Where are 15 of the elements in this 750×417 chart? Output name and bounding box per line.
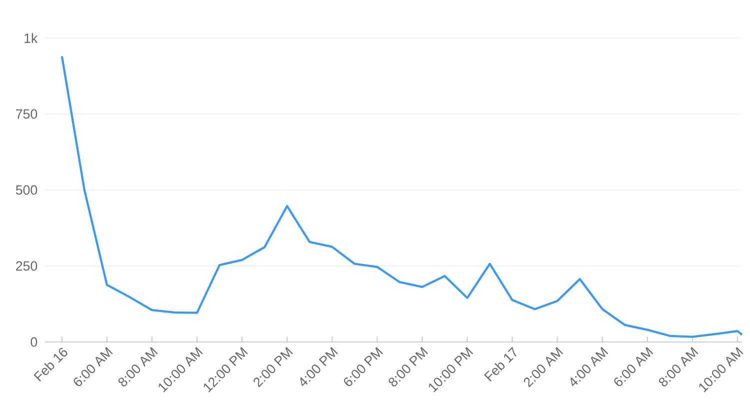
y-tick-label: 250	[16, 261, 38, 271]
y-tick-label: 750	[16, 109, 38, 119]
x-tick-label: 8:00 AM	[118, 347, 158, 386]
x-tick-label: 6:00 AM	[74, 347, 113, 386]
x-tick-label: 8:00 AM	[658, 347, 698, 386]
x-tick-label: 4:00 AM	[570, 347, 608, 386]
y-tick-label: 1k	[24, 33, 38, 43]
y-tick-label: 0	[30, 337, 38, 347]
x-tick-label: 4:00 PM	[300, 347, 338, 386]
x-tick-label: 8:00 PM	[388, 347, 428, 386]
x-tick-label: Feb 16	[34, 348, 68, 382]
x-tick-label: 6:00 AM	[614, 347, 654, 386]
y-tick-label: 500	[16, 185, 38, 195]
x-tick-label: 6:00 PM	[344, 347, 383, 386]
x-tick-label: Feb 17	[484, 346, 516, 382]
